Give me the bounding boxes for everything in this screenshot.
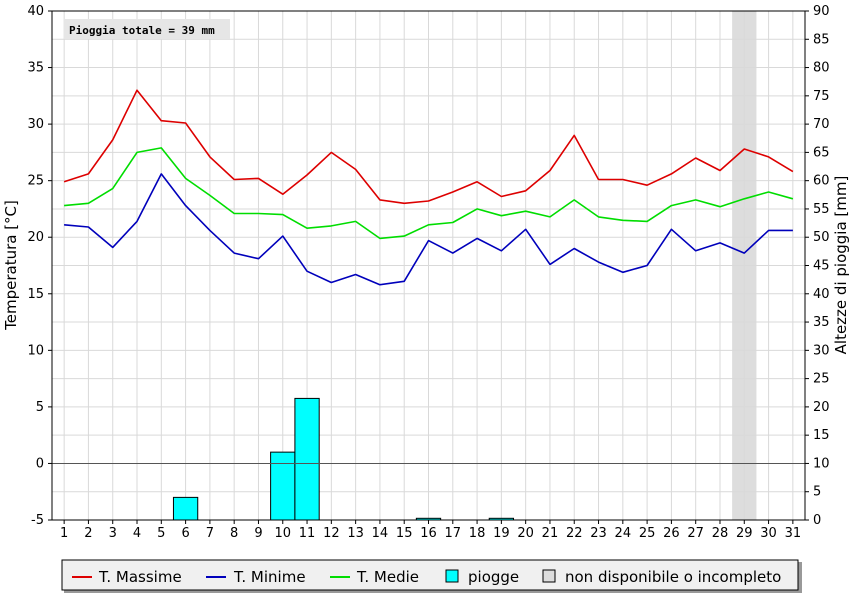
x-tick-label: 7 [206, 526, 214, 541]
legend-max-label: T. Massime [98, 568, 182, 586]
y-axis-label: Temperatura [°C] [2, 200, 20, 331]
x-tick-label: 6 [181, 526, 189, 541]
y2-axis-label: Altezze di pioggia [mm] [832, 176, 850, 355]
series-line-max [63, 89, 794, 205]
legend: T. Massime T. Minime T. Medie piogge non… [61, 559, 802, 593]
y2-tick-labels: 0 5 10 15 20 25 30 35 40 45 50 55 60 65 70 75 80 85 90 [805, 4, 830, 528]
x-tick-label: 9 [254, 526, 262, 541]
rain-total-text: Pioggia totale = 39 mm [69, 24, 215, 37]
x-tick-label: 12 [323, 526, 340, 541]
y-tick-label: 0 [36, 456, 44, 471]
x-tick-label: 30 [760, 526, 777, 541]
y2-tick-label: 85 [813, 32, 830, 47]
x-tick-label: 18 [469, 526, 486, 541]
x-tick-label: 22 [566, 526, 583, 541]
x-tick-label: 20 [517, 526, 534, 541]
x-tick-label: 26 [663, 526, 680, 541]
x-tick-label: 24 [615, 526, 632, 541]
y-tick-label: 15 [27, 287, 44, 302]
y2-tick-label: 15 [813, 428, 830, 443]
x-tick-label: 8 [230, 526, 238, 541]
series-line-min [64, 173, 793, 286]
y-tick-label: -5 [31, 513, 44, 528]
y-tick-label: 35 [27, 61, 44, 76]
y2-tick-label: 65 [813, 145, 830, 160]
x-tick-label: 17 [445, 526, 462, 541]
y2-tick-label: 5 [813, 485, 821, 500]
rain-bar-day-10 [270, 451, 296, 521]
y2-tick-label: 45 [813, 259, 830, 274]
legend-missing-swatch [542, 569, 556, 583]
y2-tick-label: 10 [813, 456, 830, 471]
x-tick-label: 15 [396, 526, 413, 541]
y-tick-label: 20 [27, 230, 44, 245]
rain-bar-day-6 [172, 496, 199, 521]
x-tick-label: 5 [157, 526, 165, 541]
x-tick-label: 2 [84, 526, 92, 541]
y2-tick-label: 80 [813, 61, 830, 76]
y2-tick-label: 90 [813, 4, 830, 19]
x-tick-label: 23 [590, 526, 607, 541]
x-tick-label: 29 [736, 526, 753, 541]
y2-tick-label: 0 [813, 513, 821, 528]
legend-min-label: T. Minime [233, 568, 306, 586]
rain-bar-day-11 [294, 397, 320, 521]
temperature-lines [63, 89, 794, 286]
x-tick-labels: 1 2 3 4 5 6 7 8 9 10 11 12 13 14 15 16 17 18 19 20 21 22 23 24 2… [60, 520, 801, 541]
legend-rain-swatch [445, 569, 459, 583]
x-tick-label: 1 [60, 526, 68, 541]
series-line-avg [64, 147, 794, 240]
y-tick-labels: -5 0 5 10 15 20 25 30 35 40 [27, 4, 52, 528]
x-tick-label: 13 [347, 526, 364, 541]
y2-tick-label: 20 [813, 400, 830, 415]
y-tick-label: 40 [27, 4, 44, 19]
x-tick-label: 21 [542, 526, 559, 541]
y-tick-label: 5 [36, 400, 44, 415]
y-tick-label: 10 [27, 343, 44, 358]
y2-tick-label: 35 [813, 315, 830, 330]
x-tick-label: 28 [712, 526, 729, 541]
legend-missing-label: non disponibile o incompleto [565, 568, 781, 586]
x-tick-label: 14 [372, 526, 389, 541]
x-tick-label: 27 [687, 526, 704, 541]
legend-avg-label: T. Medie [356, 568, 419, 586]
y2-tick-label: 40 [813, 287, 830, 302]
y-tick-label: 25 [27, 174, 44, 189]
x-tick-label: 25 [639, 526, 656, 541]
x-tick-label: 16 [420, 526, 437, 541]
x-tick-label: 4 [133, 526, 141, 541]
y2-tick-label: 55 [813, 202, 830, 217]
x-tick-label: 10 [274, 526, 291, 541]
x-tick-label: 19 [493, 526, 510, 541]
x-tick-label: 3 [109, 526, 117, 541]
y2-tick-label: 25 [813, 372, 830, 387]
x-tick-label: 31 [785, 526, 802, 541]
y2-tick-label: 75 [813, 89, 830, 104]
y2-tick-label: 60 [813, 174, 830, 189]
y2-tick-label: 50 [813, 230, 830, 245]
legend-rain-label: piogge [468, 568, 519, 586]
y-tick-label: 30 [27, 117, 44, 132]
x-tick-label: 11 [299, 526, 316, 541]
y2-tick-label: 70 [813, 117, 830, 132]
rain-total-badge: Pioggia totale = 39 mm [64, 19, 230, 39]
y2-tick-label: 30 [813, 343, 830, 358]
